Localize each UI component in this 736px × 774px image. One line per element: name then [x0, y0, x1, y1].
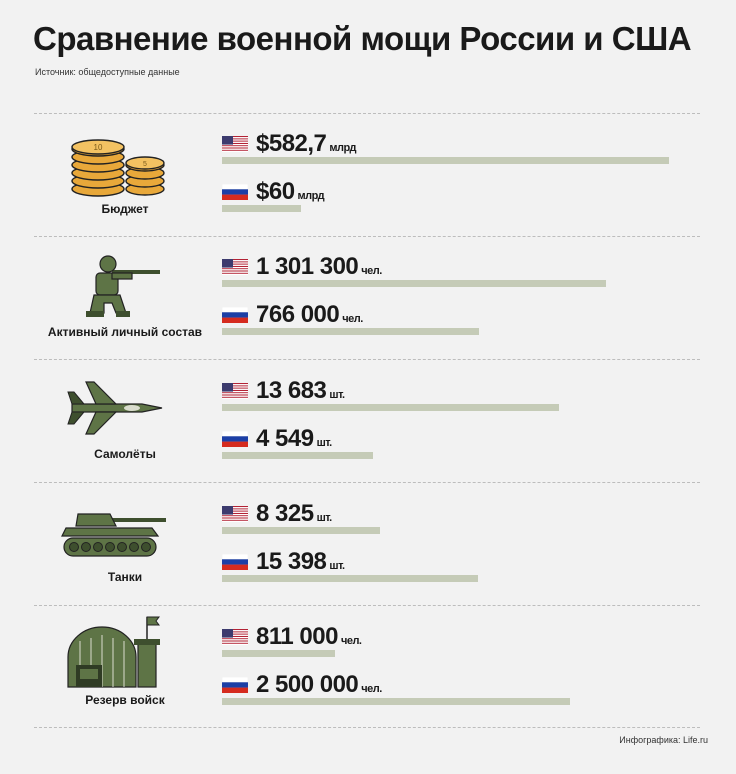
value-unit: чел.: [340, 635, 362, 647]
value-number: 15 398: [256, 548, 327, 575]
bar: [222, 575, 478, 582]
value-unit: шт.: [316, 512, 333, 524]
value-unit: шт.: [316, 437, 333, 449]
value-number: 811 000: [256, 623, 338, 650]
fighter-jet-icon: [66, 378, 166, 443]
value-number: 766 000: [256, 301, 340, 328]
data-label: $60 млрд: [256, 178, 325, 206]
data-label: 15 398 шт.: [256, 548, 345, 576]
value-number: 8 325: [256, 500, 314, 527]
data-label: 8 325 шт.: [256, 500, 332, 528]
section-divider: [34, 236, 700, 237]
value-number: 13 683: [256, 377, 327, 404]
data-label: 2 500 000 чел.: [256, 671, 382, 699]
category-label: Танки: [107, 570, 143, 584]
value-number: $582,7: [256, 130, 327, 157]
category-label: Бюджет: [101, 202, 149, 216]
us-flag-icon: [222, 136, 248, 152]
tank-icon: [60, 510, 170, 565]
category-label: Активный личный состав: [47, 325, 203, 339]
svg-text:5: 5: [143, 161, 147, 168]
source-note: Источник: общедоступные данные: [35, 67, 180, 77]
data-label: 811 000 чел.: [256, 623, 362, 651]
coins-icon: 10 5: [68, 135, 168, 204]
bar: [222, 698, 570, 705]
bar: [222, 404, 559, 411]
data-label: 4 549 шт.: [256, 425, 332, 453]
category-label: Самолёты: [94, 447, 156, 461]
category-label: Резерв войск: [85, 693, 165, 707]
page-title: Сравнение военной мощи России и США: [33, 20, 692, 57]
svg-text:10: 10: [94, 143, 103, 152]
value-unit: чел.: [342, 313, 363, 325]
section-divider: [34, 359, 700, 360]
value-number: $60: [256, 178, 295, 205]
ru-flag-icon: [221, 676, 249, 693]
bar: [222, 205, 301, 212]
us-flag-icon: [222, 629, 248, 645]
bar: [222, 280, 606, 287]
bar: [222, 452, 373, 459]
value-unit: шт.: [329, 389, 345, 401]
credit-note: Инфографика: Life.ru: [619, 735, 708, 745]
data-label: 766 000 чел.: [256, 301, 363, 329]
data-label: $582,7 млрд: [256, 130, 356, 158]
value-unit: млрд: [297, 190, 325, 202]
value-number: 1 301 300: [256, 253, 359, 280]
section-divider: [34, 727, 700, 728]
soldier-icon: [82, 253, 162, 324]
ru-flag-icon: [221, 430, 249, 447]
data-label: 13 683 шт.: [256, 377, 345, 405]
ru-flag-icon: [221, 306, 249, 323]
section-divider: [34, 482, 700, 483]
bar: [222, 527, 380, 534]
section-divider: [34, 113, 700, 114]
value-number: 4 549: [256, 425, 314, 452]
value-unit: чел.: [361, 683, 382, 695]
bar: [222, 328, 479, 335]
value-number: 2 500 000: [256, 671, 359, 698]
value-unit: шт.: [329, 560, 345, 572]
ru-flag-icon: [221, 183, 249, 200]
ru-flag-icon: [221, 553, 249, 570]
section-divider: [34, 605, 700, 606]
us-flag-icon: [222, 506, 248, 522]
bar: [222, 650, 335, 657]
value-unit: млрд: [329, 142, 356, 154]
value-unit: чел.: [361, 265, 382, 277]
bar: [222, 157, 669, 164]
data-label: 1 301 300 чел.: [256, 253, 382, 281]
hangar-icon: [66, 615, 170, 696]
us-flag-icon: [222, 259, 248, 275]
us-flag-icon: [222, 383, 248, 399]
